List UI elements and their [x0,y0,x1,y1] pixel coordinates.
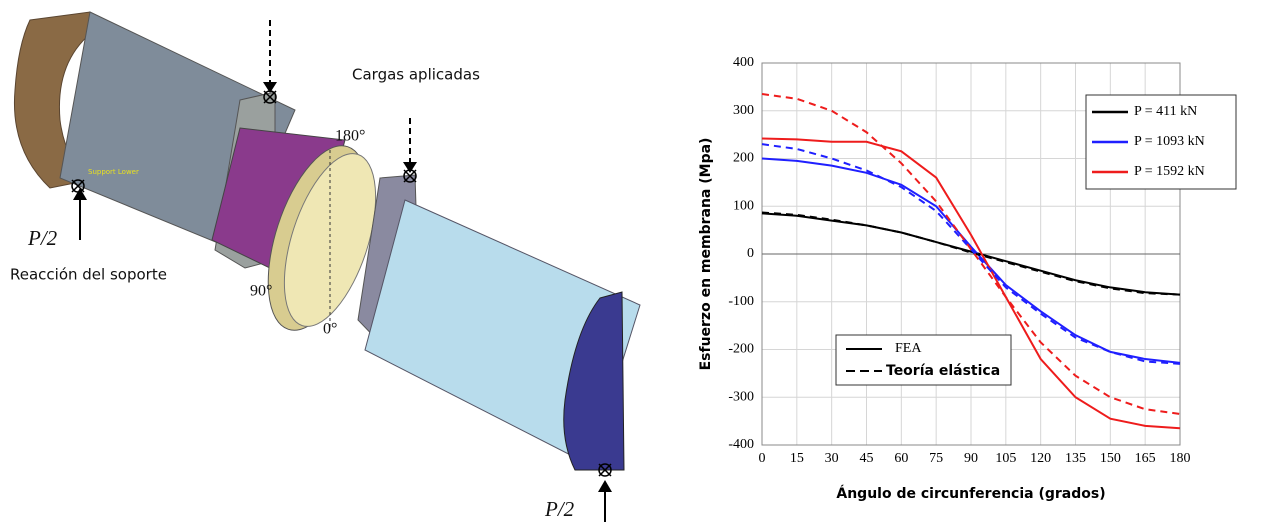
y-tick-label: 0 [747,246,754,261]
x-tick-label: 180 [1170,451,1191,466]
x-tick-label: 90 [964,451,978,466]
arrow-head [598,480,612,492]
fea-line [761,212,1181,296]
diagram-label: Support Lower [88,168,139,176]
legend-label: P = 411 kN [1134,104,1197,119]
y-tick-label: 200 [733,151,754,166]
legend-box [835,334,1012,386]
chart: -400 -300 -200 -100 0 100 200 300 400 0 15 30 45 60 75… [698,55,1237,502]
fea-line [761,157,1181,364]
legend-label: FEA [895,341,922,356]
x-tick-label: 60 [894,451,908,466]
diagram-label: 0° [323,321,337,338]
diagram-label: Cargas aplicadas [352,66,480,84]
x-tick-label: 150 [1100,451,1121,466]
x-tick-label: 15 [790,451,804,466]
x-tick-label: 135 [1065,451,1086,466]
y-tick-label: -300 [728,389,754,404]
fea-line [761,137,1181,430]
y-tick-label: -200 [728,342,754,357]
legend-label: P = 1093 kN [1134,134,1205,149]
arrow-head [263,82,277,93]
legend-label: P = 1592 kN [1134,164,1205,179]
x-tick-label: 75 [929,451,943,466]
pipe-diagram [13,11,641,522]
x-tick-label: 105 [995,451,1016,466]
x-axis-title: Ángulo de circunferencia (grados) [836,485,1105,502]
arrow-head [73,188,87,200]
legend-label: Teoría elástica [886,363,1000,379]
x-tick-label: 0 [759,451,766,466]
y-tick-label: 300 [733,103,754,118]
diagram-label: P/2 [27,226,58,250]
diagram-label: 180° [335,128,365,145]
end-cap-right [563,291,625,471]
y-tick-label: -100 [728,294,754,309]
x-tick-label: 165 [1135,451,1156,466]
x-tick-label: 45 [860,451,874,466]
support-points [71,90,612,477]
y-tick-label: 100 [733,198,754,213]
x-tick-label: 120 [1030,451,1051,466]
diagram-label: Reacción del soporte [10,266,167,284]
arrow-head [403,162,417,173]
diagram-label: P/2 [544,497,575,521]
y-tick-label: 400 [733,55,754,70]
x-tick-label: 30 [825,451,839,466]
diagram-label: 90° [250,283,272,300]
y-axis-title: Esfuerzo en membrana (Mpa) [698,138,714,371]
theory-line [761,93,1181,415]
y-tick-label: -400 [728,437,754,452]
